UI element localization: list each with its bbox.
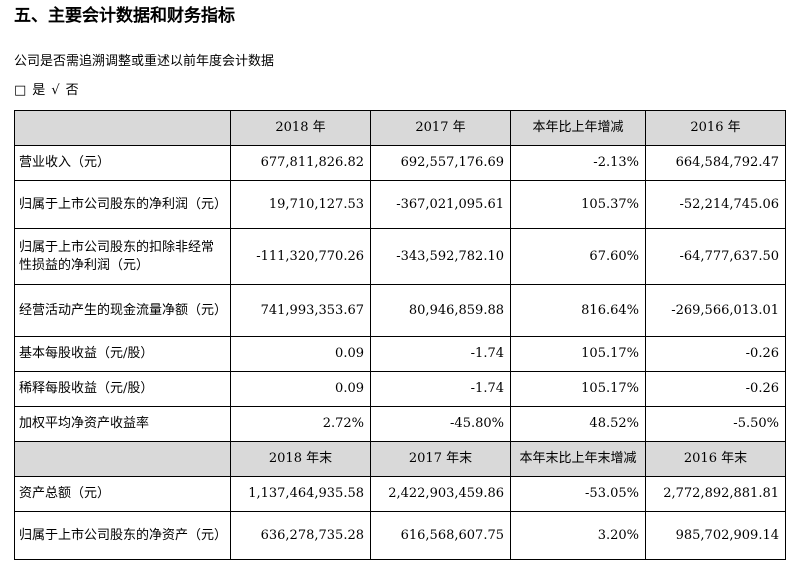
header-cell: 2018 年末 bbox=[230, 441, 371, 477]
table-row: 归属于上市公司股东的净资产（元） 636,278,735.28 616,568,… bbox=[14, 511, 786, 560]
value-cell: -0.26 bbox=[645, 336, 786, 372]
table-row: 归属于上市公司股东的净利润（元） 19,710,127.53 -367,021,… bbox=[14, 180, 786, 229]
header-cell: 2017 年 bbox=[370, 110, 511, 146]
value-cell: -64,777,637.50 bbox=[645, 228, 786, 285]
value-cell: 105.37% bbox=[510, 180, 646, 229]
value-cell: 816.64% bbox=[510, 284, 646, 337]
value-cell: 2.72% bbox=[230, 406, 371, 442]
row-label: 营业收入（元） bbox=[14, 145, 231, 181]
value-cell: -1.74 bbox=[370, 371, 511, 407]
checkbox-icon: □ bbox=[14, 83, 27, 98]
row-label: 稀释每股收益（元/股） bbox=[14, 371, 231, 407]
header-cell: 2017 年末 bbox=[370, 441, 511, 477]
value-cell: -343,592,782.10 bbox=[370, 228, 511, 285]
row-label: 归属于上市公司股东的净利润（元） bbox=[14, 180, 231, 229]
table-row: 基本每股收益（元/股） 0.09 -1.74 105.17% -0.26 bbox=[14, 336, 786, 372]
value-cell: 48.52% bbox=[510, 406, 646, 442]
value-cell: -0.26 bbox=[645, 371, 786, 407]
option-yes-label: 是 bbox=[32, 83, 46, 98]
table-header-row: 2018 年 2017 年 本年比上年增减 2016 年 bbox=[14, 110, 786, 146]
value-cell: 1,137,464,935.58 bbox=[230, 476, 371, 512]
value-cell: -2.13% bbox=[510, 145, 646, 181]
value-cell: 0.09 bbox=[230, 371, 371, 407]
header-cell: 2016 年 bbox=[645, 110, 786, 146]
value-cell: 677,811,826.82 bbox=[230, 145, 371, 181]
value-cell: -1.74 bbox=[370, 336, 511, 372]
check-mark-icon: √ bbox=[51, 83, 60, 98]
header-cell: 2018 年 bbox=[230, 110, 371, 146]
header-cell: 本年比上年增减 bbox=[510, 110, 646, 146]
header-cell: 2016 年末 bbox=[645, 441, 786, 477]
financial-indicators-table: 2018 年 2017 年 本年比上年增减 2016 年 营业收入（元） 677… bbox=[14, 110, 786, 560]
value-cell: -45.80% bbox=[370, 406, 511, 442]
section-title: 五、主要会计数据和财务指标 bbox=[14, 6, 235, 26]
table-header-row: 2018 年末 2017 年末 本年末比上年末增减 2016 年末 bbox=[14, 441, 786, 477]
table-row: 经营活动产生的现金流量净额（元） 741,993,353.67 80,946,8… bbox=[14, 284, 786, 337]
restatement-question: 公司是否需追溯调整或重述以前年度会计数据 bbox=[14, 54, 275, 69]
value-cell: 80,946,859.88 bbox=[370, 284, 511, 337]
value-cell: -367,021,095.61 bbox=[370, 180, 511, 229]
value-cell: 985,702,909.14 bbox=[645, 511, 786, 560]
value-cell: 67.60% bbox=[510, 228, 646, 285]
value-cell: -5.50% bbox=[645, 406, 786, 442]
row-label: 资产总额（元） bbox=[14, 476, 231, 512]
table-row: 营业收入（元） 677,811,826.82 692,557,176.69 -2… bbox=[14, 145, 786, 181]
value-cell: 105.17% bbox=[510, 336, 646, 372]
value-cell: 0.09 bbox=[230, 336, 371, 372]
value-cell: 741,993,353.67 bbox=[230, 284, 371, 337]
option-no-label: 否 bbox=[65, 83, 79, 98]
row-label: 归属于上市公司股东的净资产（元） bbox=[14, 511, 231, 560]
table-row: 加权平均净资产收益率 2.72% -45.80% 48.52% -5.50% bbox=[14, 406, 786, 442]
value-cell: 616,568,607.75 bbox=[370, 511, 511, 560]
value-cell: -111,320,770.26 bbox=[230, 228, 371, 285]
table-row: 资产总额（元） 1,137,464,935.58 2,422,903,459.8… bbox=[14, 476, 786, 512]
value-cell: 664,584,792.47 bbox=[645, 145, 786, 181]
row-label: 经营活动产生的现金流量净额（元） bbox=[14, 284, 231, 337]
table-row: 归属于上市公司股东的扣除非经常性损益的净利润（元） -111,320,770.2… bbox=[14, 228, 786, 285]
row-label: 加权平均净资产收益率 bbox=[14, 406, 231, 442]
header-cell bbox=[14, 441, 231, 477]
header-cell bbox=[14, 110, 231, 146]
table-row: 稀释每股收益（元/股） 0.09 -1.74 105.17% -0.26 bbox=[14, 371, 786, 407]
row-label: 归属于上市公司股东的扣除非经常性损益的净利润（元） bbox=[14, 228, 231, 285]
value-cell: 19,710,127.53 bbox=[230, 180, 371, 229]
value-cell: 3.20% bbox=[510, 511, 646, 560]
value-cell: 692,557,176.69 bbox=[370, 145, 511, 181]
value-cell: -52,214,745.06 bbox=[645, 180, 786, 229]
value-cell: 636,278,735.28 bbox=[230, 511, 371, 560]
value-cell: -269,566,013.01 bbox=[645, 284, 786, 337]
row-label: 基本每股收益（元/股） bbox=[14, 336, 231, 372]
value-cell: 105.17% bbox=[510, 371, 646, 407]
value-cell: -53.05% bbox=[510, 476, 646, 512]
value-cell: 2,422,903,459.86 bbox=[370, 476, 511, 512]
restatement-options: □ 是 √ 否 bbox=[14, 82, 85, 100]
header-cell: 本年末比上年末增减 bbox=[510, 441, 646, 477]
value-cell: 2,772,892,881.81 bbox=[645, 476, 786, 512]
